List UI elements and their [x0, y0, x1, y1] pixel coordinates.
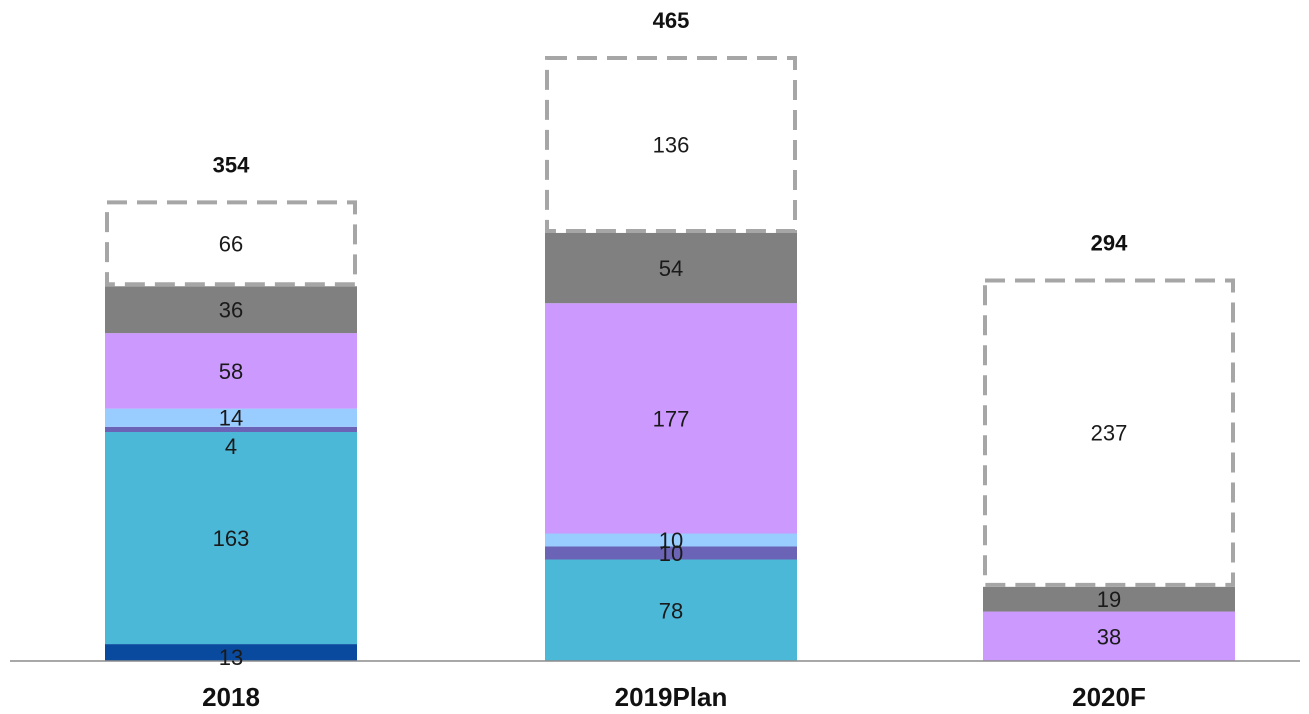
data-label-2018-series-4: 14 [219, 406, 243, 431]
data-label-2018-series-1: 13 [219, 645, 243, 670]
total-label-2019Plan: 465 [653, 8, 690, 33]
bar-segment-2018-series-7 [105, 200, 357, 287]
bar-segment-2018-series-1 [105, 644, 357, 661]
bar-segment-2020F-series-5 [983, 611, 1235, 661]
bar-segment-2020F-series-7 [983, 278, 1235, 587]
data-label-2019Plan-series-3: 10 [659, 541, 683, 566]
data-label-2018-series-5: 58 [219, 359, 243, 384]
bar-segment-2019Plan-series-4 [545, 533, 797, 547]
bar-segment-2019Plan-series-6 [545, 232, 797, 304]
bar-segment-2018-series-6 [105, 286, 357, 334]
data-label-2018-series-7: 66 [219, 231, 243, 256]
bar-segment-2019Plan-series-2 [545, 559, 797, 661]
data-label-2019Plan-series-4: 10 [659, 528, 683, 553]
category-label-2018: 2018 [202, 682, 260, 712]
data-label-2018-series-6: 36 [219, 298, 243, 323]
bar-segment-2019Plan-series-3 [545, 546, 797, 560]
data-label-2019Plan-series-2: 78 [659, 598, 683, 623]
data-label-2018-series-3: 4 [225, 434, 237, 459]
total-label-2018: 354 [213, 152, 250, 177]
data-label-2018-series-2: 163 [213, 526, 250, 551]
data-label-2020F-series-7: 237 [1091, 421, 1128, 446]
data-label-2019Plan-series-6: 54 [659, 256, 683, 281]
bar-segment-2018-series-3 [105, 426, 357, 433]
category-label-2020F: 2020F [1072, 682, 1146, 712]
bar-segment-2018-series-4 [105, 408, 357, 427]
data-label-2019Plan-series-7: 136 [653, 132, 690, 157]
data-label-2020F-series-5: 38 [1097, 624, 1121, 649]
bar-segment-2018-series-5 [105, 333, 357, 409]
bar-segment-2020F-series-6 [983, 586, 1235, 612]
data-label-2019Plan-series-5: 177 [653, 406, 690, 431]
bar-segment-2018-series-2 [105, 432, 357, 645]
total-label-2020F: 294 [1091, 230, 1128, 255]
bars-layer [105, 56, 1235, 661]
bar-segment-2019Plan-series-5 [545, 303, 797, 534]
bar-segment-2019Plan-series-7 [545, 56, 797, 233]
data-label-2020F-series-6: 19 [1097, 587, 1121, 612]
category-label-2019Plan: 2019Plan [615, 682, 728, 712]
